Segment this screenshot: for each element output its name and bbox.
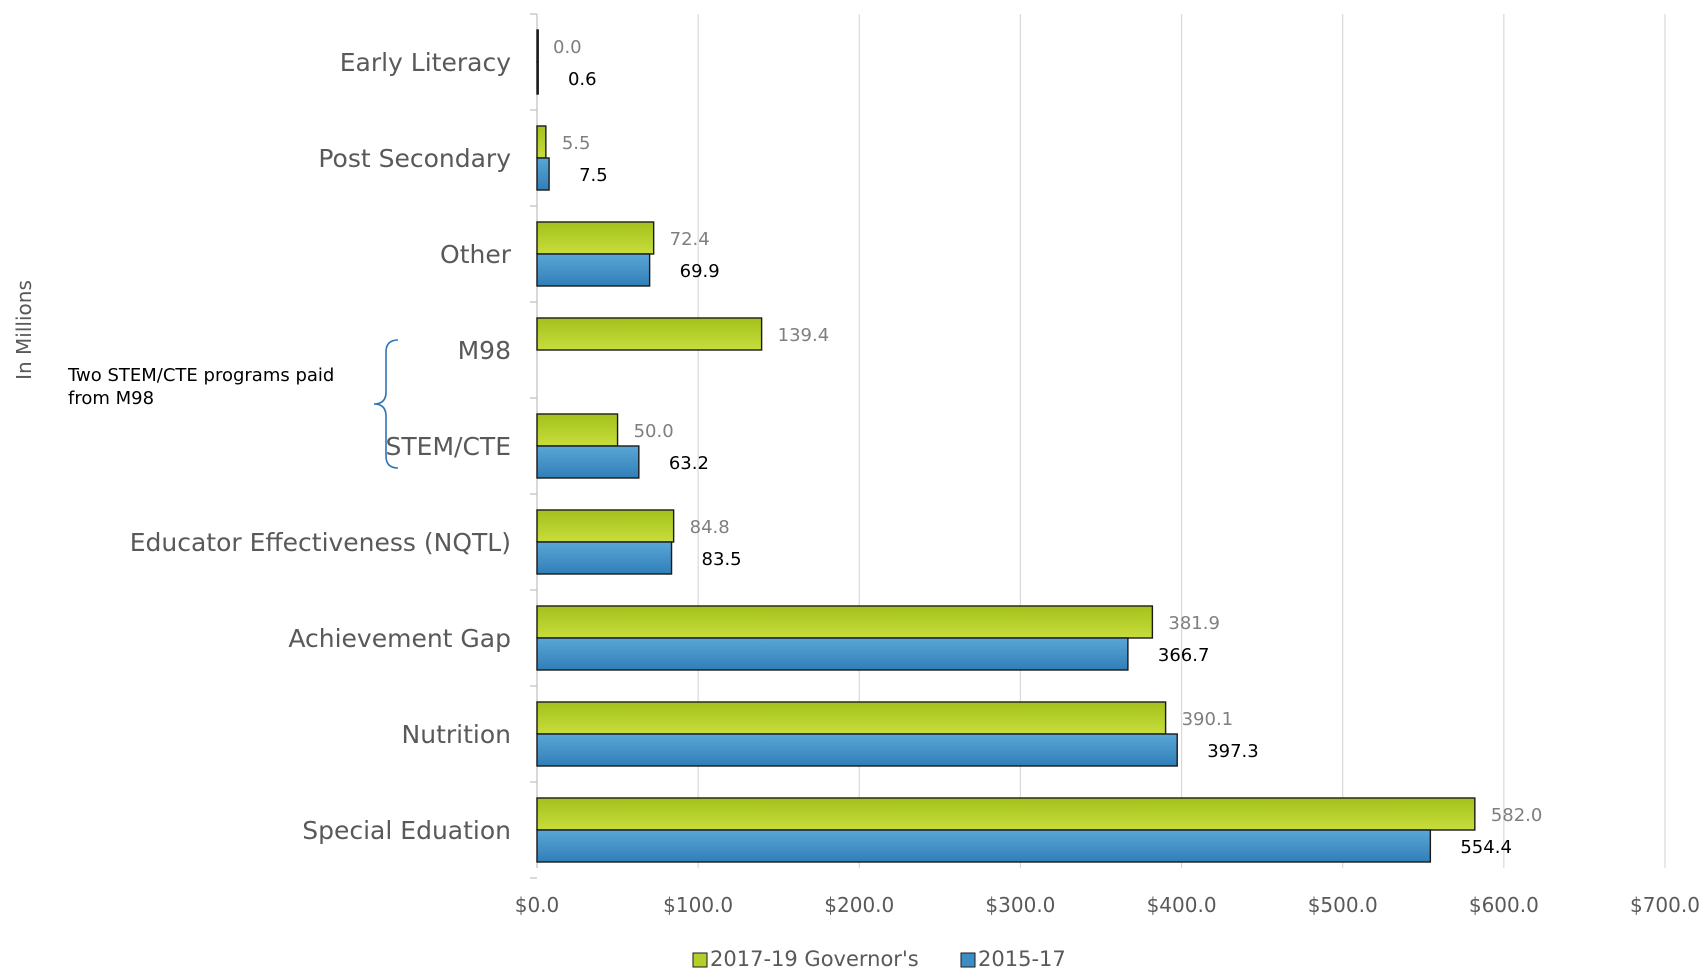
legend-swatch-2015-17 — [960, 952, 976, 968]
legend-label-2015-17: 2015-17 — [978, 947, 1066, 971]
bar-2015-17 — [536, 61, 539, 95]
category-label: Nutrition — [402, 720, 511, 749]
x-tick-label: $700.0 — [1630, 893, 1700, 917]
category-label: STEM/CTE — [386, 432, 511, 461]
category-label: Other — [440, 240, 512, 269]
bar-2015-17 — [536, 541, 673, 575]
bar-governors — [536, 317, 763, 351]
data-label: 381.9 — [1168, 613, 1220, 634]
category-labels: Early Literacy Post Secondary Other M98 STEM… — [130, 48, 512, 845]
gridlines — [530, 13, 1666, 879]
bar-2015-17 — [536, 445, 640, 479]
category-label: Special Eduation — [302, 816, 511, 845]
x-tick-label: $300.0 — [985, 893, 1055, 917]
x-tick-label: $400.0 — [1147, 893, 1217, 917]
data-label: 7.5 — [579, 165, 608, 186]
data-label: 582.0 — [1491, 805, 1543, 826]
x-tick-labels: $0.0 $100.0 $200.0 $300.0 $400.0 $500.0 $600.0… — [515, 893, 1700, 917]
category-label: Educator Effectiveness (NQTL) — [130, 528, 511, 557]
data-label: 0.6 — [568, 69, 597, 90]
data-label: 72.4 — [670, 229, 710, 250]
annotation-line-1: Two STEM/CTE programs paid — [67, 365, 334, 386]
bar-governors — [536, 125, 547, 159]
x-tick-label: $500.0 — [1308, 893, 1378, 917]
category-label: Achievement Gap — [288, 624, 511, 653]
bar-governors — [536, 29, 539, 63]
data-label: 84.8 — [690, 517, 730, 538]
value-labels: 0.0 0.6 5.5 7.5 72.4 69.9 139.4 50.0 63.2 84.8 83.… — [553, 37, 1542, 858]
bar-governors — [536, 413, 619, 447]
x-tick-label: $200.0 — [824, 893, 894, 917]
x-tick-label: $600.0 — [1469, 893, 1539, 917]
bar-2015-17 — [536, 253, 651, 287]
annotation: Two STEM/CTE programs paid from M98 — [67, 339, 399, 469]
bar-2015-17 — [536, 733, 1178, 767]
bar-2015-17 — [536, 157, 550, 191]
annotation-bracket — [373, 339, 399, 469]
bar-governors — [536, 221, 655, 255]
bar-governors — [536, 701, 1167, 735]
data-label: 0.0 — [553, 37, 582, 58]
category-label: Post Secondary — [318, 144, 511, 173]
data-label: 139.4 — [778, 325, 830, 346]
data-label: 83.5 — [702, 549, 742, 570]
bar-governors — [536, 797, 1476, 831]
data-label: 554.4 — [1460, 837, 1512, 858]
x-tick-label: $100.0 — [663, 893, 733, 917]
bar-2015-17 — [536, 829, 1432, 863]
category-label: Early Literacy — [340, 48, 511, 77]
bars — [536, 29, 1476, 863]
bar-governors — [536, 605, 1154, 639]
data-label: 397.3 — [1207, 741, 1259, 762]
legend: 2017-19 Governor's 2015-17 — [692, 947, 1066, 971]
bar-governors — [536, 509, 675, 543]
data-label: 69.9 — [680, 261, 720, 282]
y-axis-label: In Millions — [12, 280, 36, 380]
annotation-line-2: from M98 — [68, 388, 154, 409]
legend-label-governors: 2017-19 Governor's — [710, 947, 919, 971]
data-label: 366.7 — [1158, 645, 1210, 666]
data-label: 5.5 — [562, 133, 591, 154]
x-tick-label: $0.0 — [515, 893, 560, 917]
bar-2015-17 — [536, 637, 1129, 671]
data-label: 390.1 — [1182, 709, 1234, 730]
category-label: M98 — [458, 336, 511, 365]
data-label: 63.2 — [669, 453, 709, 474]
data-label: 50.0 — [634, 421, 674, 442]
legend-swatch-governors — [692, 952, 708, 968]
